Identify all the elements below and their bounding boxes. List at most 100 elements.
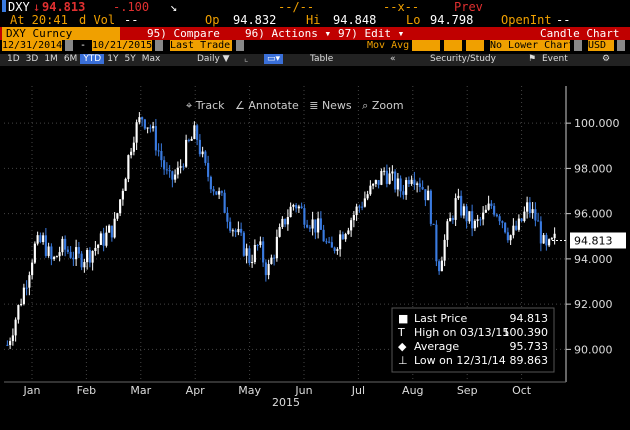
candle-body <box>391 171 394 174</box>
candle-body <box>537 220 540 222</box>
table-button[interactable]: Table <box>310 54 334 64</box>
candle-body <box>314 219 317 233</box>
period-tab-max[interactable]: Max <box>141 54 161 64</box>
candle-body <box>168 170 171 172</box>
candle-body <box>374 180 377 184</box>
candle-body <box>399 178 402 192</box>
candle-body <box>110 225 113 238</box>
low-label: Lo <box>406 13 421 27</box>
x-tick-label: Mar <box>130 384 151 397</box>
candle-body <box>325 241 328 243</box>
end-calendar-icon[interactable] <box>155 40 163 51</box>
candle-body <box>53 256 56 260</box>
candle-body <box>135 122 138 143</box>
candle-body <box>14 319 17 336</box>
candle-body <box>427 190 430 201</box>
candle-body <box>490 203 493 206</box>
period-tab-5y[interactable]: 5Y <box>124 54 136 64</box>
candle-body <box>31 262 34 276</box>
candle-body <box>504 222 507 233</box>
legend-label: High on 03/13/15 <box>414 326 509 339</box>
news-button[interactable]: News <box>321 99 352 112</box>
candle-body <box>28 275 31 288</box>
candle-body <box>281 218 284 228</box>
candle-body <box>534 209 537 221</box>
end-date-field[interactable]: 10/21/2015 <box>92 40 153 51</box>
gear-icon[interactable]: ⚙ <box>602 54 611 64</box>
lower-chart-select[interactable]: No Lower Chart <box>490 40 575 51</box>
period-tab-6m[interactable]: 6M <box>63 54 78 64</box>
candle-body <box>25 287 28 289</box>
candle-body <box>108 225 111 233</box>
start-calendar-icon[interactable] <box>65 40 73 51</box>
annotate-icon[interactable]: ∠ <box>235 99 245 112</box>
candle-body <box>539 221 542 244</box>
mov-avg-field-1[interactable] <box>412 40 440 51</box>
price-field-select[interactable]: Last Trade <box>170 40 232 51</box>
news-icon[interactable]: ≣ <box>309 99 319 112</box>
candle-body <box>220 191 223 193</box>
candle-body <box>187 139 190 141</box>
edit-menu[interactable]: 97) Edit ▾ <box>338 27 405 40</box>
ticker-symbol[interactable]: DXY <box>8 0 30 14</box>
compare-button[interactable]: 95) Compare <box>147 27 220 40</box>
chart-style-button[interactable]: ▭▾ <box>264 54 284 64</box>
price-field-dropdown-icon[interactable] <box>236 40 244 51</box>
currency-dropdown-icon[interactable] <box>617 40 625 51</box>
actions-menu[interactable]: 96) Actions ▾ <box>245 27 332 40</box>
period-tab-ytd[interactable]: YTD <box>80 54 105 64</box>
candle-body <box>460 195 463 216</box>
candle-body <box>229 221 232 231</box>
open-label: Op <box>205 13 220 27</box>
track-icon[interactable]: ⌖ <box>186 99 193 112</box>
period-tab-3d[interactable]: 3D <box>25 54 39 64</box>
period-tab-1d[interactable]: 1D <box>7 54 20 64</box>
candle-body <box>509 235 512 241</box>
candle-body <box>361 206 364 208</box>
last-price-label: 94.813 <box>574 234 613 247</box>
period-tab-1y[interactable]: 1Y <box>107 54 119 64</box>
candle-body <box>435 224 438 262</box>
zoom-button[interactable]: Zoom <box>371 99 404 112</box>
legend-marker: ■ <box>398 312 408 325</box>
candle-body <box>306 224 309 228</box>
line-style-icon[interactable]: ⌞ <box>244 54 249 64</box>
candle-body <box>484 209 487 213</box>
y-tick-label: 100.000 <box>574 117 620 130</box>
candle-body <box>410 179 413 184</box>
candle-body <box>171 171 174 180</box>
y-tick-label: 98.000 <box>574 162 613 175</box>
price-chart[interactable]: 100.000 98.000 96.000 94.000 92.000 90.000 Ja… <box>0 66 630 430</box>
candle-body <box>388 173 391 184</box>
candle-body <box>462 206 465 216</box>
mov-avg-field-3[interactable] <box>466 40 484 51</box>
candle-body <box>240 228 243 233</box>
candle-body <box>366 194 369 199</box>
candle-body <box>267 263 270 276</box>
candle-body <box>245 248 248 256</box>
frequency-select[interactable]: Daily ▼ <box>197 54 230 64</box>
currency-select[interactable]: USD <box>588 40 614 51</box>
period-tab-1m[interactable]: 1M <box>44 54 58 64</box>
start-date-field[interactable]: 12/31/2014 <box>2 40 63 51</box>
x-tick-label: Sep <box>457 384 478 397</box>
collapse-icon[interactable]: « <box>390 54 396 64</box>
candle-body <box>264 262 267 276</box>
y-tick-label: 92.000 <box>574 298 613 311</box>
event-button[interactable]: Event <box>542 54 568 64</box>
track-button[interactable]: Track <box>195 99 225 112</box>
security-field[interactable]: DXY Curncy <box>2 27 120 40</box>
candle-body <box>163 160 166 170</box>
candle-body <box>80 253 83 268</box>
candle-body <box>344 233 347 240</box>
mov-avg-field-2[interactable] <box>444 40 462 51</box>
zoom-icon[interactable]: ⌕ <box>362 99 369 112</box>
legend-marker: ⊥ <box>398 354 408 367</box>
annotate-button[interactable]: Annotate <box>248 99 299 112</box>
lower-chart-dropdown-icon[interactable] <box>574 40 582 51</box>
chart-tools: ⌖ Track ∠ Annotate ≣ News ⌕ Zoom <box>186 99 404 113</box>
candle-body <box>454 198 457 220</box>
security-study-button[interactable]: Security/Study <box>430 54 496 64</box>
candle-body <box>88 250 91 263</box>
candle-body <box>292 204 295 207</box>
